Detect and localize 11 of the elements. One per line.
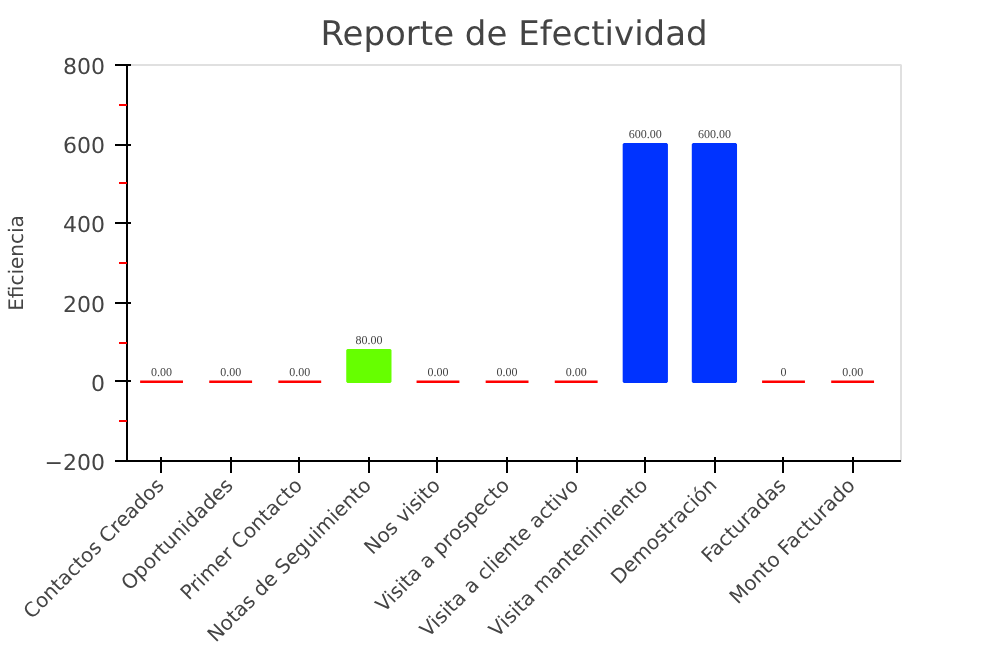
bar	[691, 143, 738, 383]
y-tick-label: 800	[63, 54, 106, 80]
y-tick-label: 0	[91, 370, 105, 397]
chart-title: Reporte de Efectividad	[320, 15, 708, 55]
y-tick-label: −200	[44, 450, 106, 476]
y-tick-label: 400	[63, 212, 106, 239]
y-tick-label: 200	[63, 291, 106, 318]
bar	[622, 143, 668, 383]
y-axis-title: Eficiencia	[6, 215, 29, 311]
bar	[346, 348, 392, 383]
y-tick-label: 600	[63, 133, 106, 160]
